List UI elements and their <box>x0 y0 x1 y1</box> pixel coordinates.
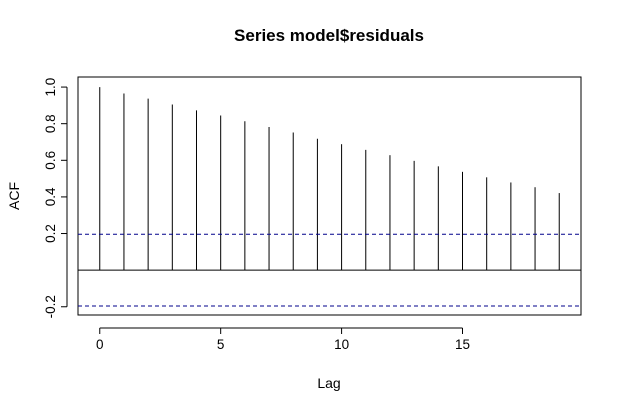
x-tick-label: 5 <box>217 337 225 352</box>
reference-lines <box>78 233 581 307</box>
y-axis: -0.2 0.2 0.4 0.6 0.8 1.0 <box>43 78 68 318</box>
x-tick-label: 10 <box>334 337 349 352</box>
y-tick-label: 0.8 <box>43 114 58 133</box>
x-tick-label: 0 <box>96 337 104 352</box>
x-axis-label: Lag <box>317 375 340 391</box>
acf-bars <box>99 87 560 271</box>
x-tick-label: 15 <box>455 337 470 352</box>
y-tick-label: 0.6 <box>43 151 58 170</box>
chart-title: Series model$residuals <box>234 26 424 45</box>
x-axis: 0 5 10 15 <box>96 327 470 352</box>
y-tick-label: 0.4 <box>43 187 58 206</box>
y-tick-label: -0.2 <box>43 295 58 318</box>
plot-frame <box>77 76 582 316</box>
y-tick-label: 0.2 <box>43 224 58 243</box>
y-axis-label: ACF <box>6 182 22 210</box>
y-tick-label: 1.0 <box>43 78 58 97</box>
